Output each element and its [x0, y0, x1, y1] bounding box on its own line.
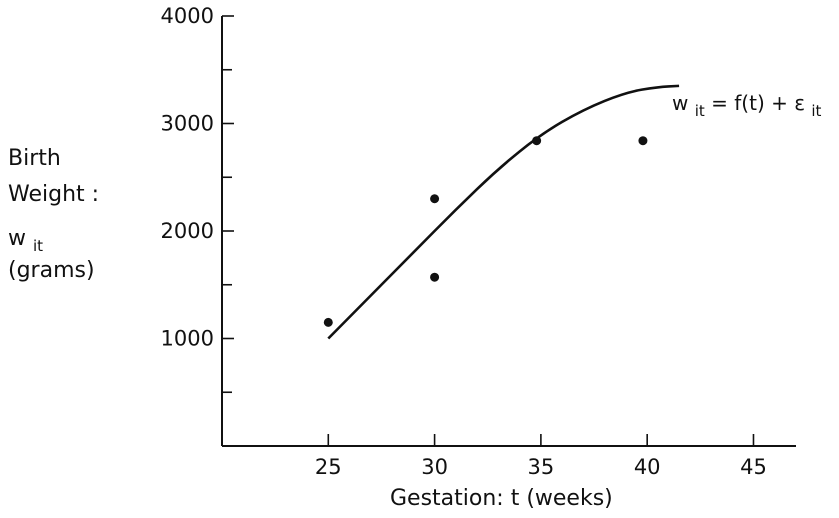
axes	[221, 16, 796, 447]
y-tick-label: 4000	[161, 4, 214, 28]
equation-middle: = f(t) + ε	[711, 91, 805, 115]
points-layer	[323, 136, 648, 327]
x-tick-label: 30	[421, 455, 448, 479]
x-tick-label: 25	[315, 455, 342, 479]
y-tick-label: 1000	[161, 327, 214, 351]
data-point-5	[638, 136, 648, 146]
equation-sub-2: it	[811, 102, 821, 120]
data-point-4	[532, 136, 542, 146]
y-axis-title-line-1: Birth	[8, 146, 61, 171]
curve-layer	[327, 84, 680, 340]
x-tick-label: 35	[528, 455, 555, 479]
data-point-3	[430, 272, 440, 282]
y-axis-title-line-2: Weight :	[8, 182, 99, 207]
y-axis-title-line-4: (grams)	[8, 258, 95, 283]
curve-equation-label: w it = f(t) + ε it	[672, 91, 822, 121]
data-point-1	[323, 317, 333, 327]
equation-main: w	[672, 91, 688, 115]
y-axis-title-main: w	[8, 226, 26, 251]
y-axis-title-line-3: w it	[8, 226, 43, 255]
x-tick-label: 40	[634, 455, 661, 479]
y-tick-label: 3000	[161, 112, 214, 136]
equation-sub-1: it	[695, 102, 705, 120]
y-axis-title-sub: it	[33, 237, 43, 255]
regression-curve	[327, 84, 680, 340]
ticks: 1000 2000 3000 4000 25 30 35 40 45	[161, 4, 767, 479]
y-tick-label: 2000	[161, 219, 214, 243]
data-point-2	[430, 194, 440, 204]
x-tick-label: 45	[740, 455, 767, 479]
x-axis-title: Gestation: t (weeks)	[390, 486, 613, 511]
